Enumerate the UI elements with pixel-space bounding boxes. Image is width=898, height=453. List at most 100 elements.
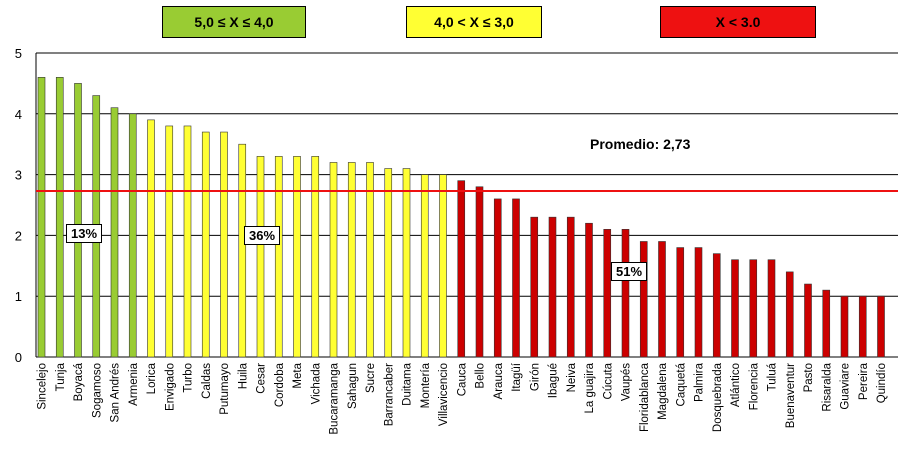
bar xyxy=(311,156,320,358)
grid-lines xyxy=(36,52,898,358)
bar xyxy=(530,216,539,358)
bar xyxy=(165,125,174,358)
bar xyxy=(712,253,721,358)
percent-label-green: 13% xyxy=(66,224,103,243)
x-tick-label: Huila xyxy=(237,362,249,389)
bar xyxy=(402,168,411,358)
bar xyxy=(566,216,575,358)
x-tick-label: Cauca xyxy=(456,362,468,396)
x-tick-label: Sucre xyxy=(365,363,377,393)
bar xyxy=(676,247,685,358)
bar xyxy=(603,229,612,358)
x-tick-label: Floridablanca xyxy=(639,362,651,432)
x-tick-label: Boyacá xyxy=(73,362,85,401)
bar xyxy=(585,222,593,358)
y-tick-label: 1 xyxy=(15,289,22,304)
bar xyxy=(548,216,557,358)
x-tick-label: Caldas xyxy=(201,363,213,399)
x-tick-label: Cordoba xyxy=(274,362,286,407)
bar xyxy=(366,162,374,358)
bar xyxy=(822,289,831,358)
x-tick-label: Turbo xyxy=(183,363,195,393)
x-tick-label: Montería xyxy=(420,362,432,408)
y-tick-label: 3 xyxy=(15,168,22,183)
x-tick-label: La guajira xyxy=(584,362,596,413)
x-tick-label: Atlántico xyxy=(730,363,742,407)
x-tick-label: Barrancaber xyxy=(383,363,395,426)
percent-label-red: 51% xyxy=(611,262,648,281)
bar xyxy=(439,174,447,358)
bar xyxy=(384,168,393,358)
bars xyxy=(37,77,885,358)
legend-red: X < 3.0 xyxy=(660,6,816,38)
bar xyxy=(147,119,155,358)
bar xyxy=(201,131,210,358)
bar xyxy=(767,259,776,358)
x-tick-label: Girón xyxy=(529,363,541,391)
bar xyxy=(493,198,502,358)
bar xyxy=(420,174,429,358)
bar xyxy=(220,131,228,358)
bar xyxy=(128,113,137,358)
x-tick-label: Duitama xyxy=(402,362,414,405)
bar xyxy=(274,156,283,358)
y-tick-labels: 0 1 2 3 4 5 xyxy=(15,46,22,365)
x-tick-label: Envigado xyxy=(164,363,176,411)
bar xyxy=(731,259,739,358)
x-tick-label: San Andrés xyxy=(110,363,122,423)
bar xyxy=(475,186,484,358)
x-tick-label: Buenaventur xyxy=(785,363,797,428)
bar xyxy=(329,162,338,358)
x-tick-label: Armenia xyxy=(128,362,140,405)
bar xyxy=(658,241,666,358)
x-tick-label: Bucaramanga xyxy=(329,362,341,434)
x-tick-label: Sahagun xyxy=(347,363,359,409)
legend-green: 5,0 ≤ X ≤ 4,0 xyxy=(162,6,306,38)
x-tick-label: Meta xyxy=(292,362,304,388)
bar xyxy=(749,259,758,358)
x-tick-label: Villavicencio xyxy=(438,363,450,426)
x-tick-label: Pasto xyxy=(803,363,815,392)
bar xyxy=(785,271,794,358)
x-tick-label: Tunja xyxy=(55,362,67,391)
bar xyxy=(37,77,46,358)
bar xyxy=(457,180,466,358)
y-tick-label: 4 xyxy=(15,107,22,122)
x-tick-label: Neiva xyxy=(566,362,578,392)
bar xyxy=(74,83,82,358)
x-tick-label: Dosquebrada xyxy=(712,362,724,432)
bar xyxy=(621,229,630,358)
x-tick-labels: Sincelejo Tunja Boyacá Sogamoso San Andrés Ar… xyxy=(37,362,889,434)
x-tick-label: Florencia xyxy=(748,362,760,410)
bar xyxy=(694,247,703,358)
bar xyxy=(877,295,885,358)
x-tick-label: Palmira xyxy=(694,362,706,402)
percent-label-yellow: 36% xyxy=(244,226,281,245)
x-tick-label: Risaralda xyxy=(821,362,833,411)
bar xyxy=(183,125,192,358)
x-tick-label: Vichada xyxy=(310,362,322,404)
x-tick-label: Sincelejo xyxy=(37,363,49,410)
average-label: Promedio: 2,73 xyxy=(590,136,691,152)
x-tick-label: Tuluá xyxy=(767,362,779,391)
bar xyxy=(840,295,849,358)
legend-yellow: 4,0 < X ≤ 3,0 xyxy=(406,6,542,38)
bar xyxy=(804,283,812,358)
x-tick-label: Magdalena xyxy=(657,362,669,420)
bar xyxy=(238,143,247,358)
bar xyxy=(512,198,520,358)
bar xyxy=(347,162,356,358)
x-tick-label: Pereira xyxy=(858,362,870,400)
x-tick-label: Cúcuta xyxy=(602,362,614,399)
y-tick-label: 5 xyxy=(15,46,22,61)
x-tick-label: Ibagué xyxy=(548,363,560,398)
x-tick-label: Itagüí xyxy=(511,362,523,392)
x-tick-label: Guaviare xyxy=(840,363,852,410)
x-tick-label: Quindío xyxy=(876,363,888,403)
bar xyxy=(293,156,301,358)
x-tick-label: Sogamoso xyxy=(91,363,103,418)
x-tick-label: Bello xyxy=(475,363,487,389)
x-tick-label: Arauca xyxy=(493,362,505,399)
bar xyxy=(110,107,119,358)
